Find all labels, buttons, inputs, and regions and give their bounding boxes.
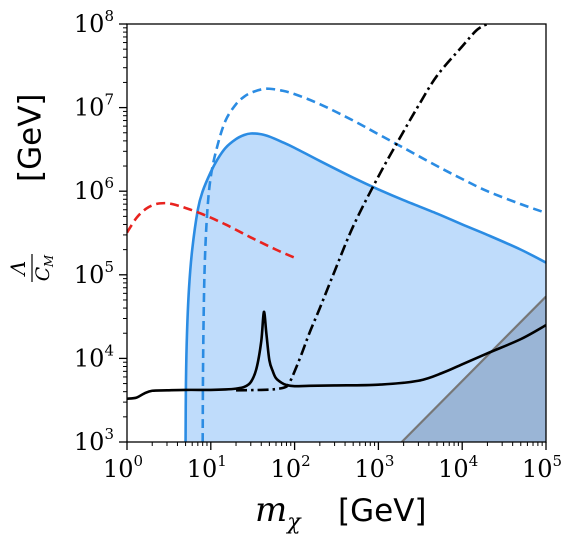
series-black-dashdot [236,24,489,392]
y-tick-label: 106 [74,174,114,205]
x-tick-label: 101 [187,452,227,483]
x-tick-label: 104 [438,452,478,483]
y-axis-label: [GeV] Λ C M [6,94,56,282]
y-tick-label: 103 [74,425,114,456]
y-tick-label: 107 [74,91,114,122]
axis-ticks: 100 101 102 103 104 105 103 104 105 106 107 108 [74,7,562,483]
x-tick-label: 105 [522,452,562,483]
y-label-numerator: Λ [6,261,30,277]
series-black-solid [127,310,546,400]
plot-frame [126,23,547,443]
y-label-unit: [GeV] [13,94,49,183]
series-blue-dashed [201,87,546,442]
x-tick-label: 100 [103,452,143,483]
x-tick-label: 102 [271,452,311,483]
x-label-subscript: χ [285,510,302,535]
svg-text:mχ: mχ [255,490,302,535]
y-label-denominator-subscript: M [42,254,56,268]
y-tick-label: 108 [74,7,114,38]
y-tick-label: 104 [74,341,114,372]
x-label-symbol: m [255,490,287,530]
plot-area [127,24,546,442]
x-label-unit: [GeV] [338,493,427,529]
series-blue-solid [184,132,546,442]
y-tick-label: 105 [74,258,114,289]
series-red-dashed [127,201,296,259]
x-tick-label: 103 [354,452,394,483]
excluded-region-fill [185,133,546,442]
x-axis-label: mχ [GeV] [255,490,427,535]
y-label-denominator: C [32,266,54,281]
gray-region-boundary [400,295,546,442]
